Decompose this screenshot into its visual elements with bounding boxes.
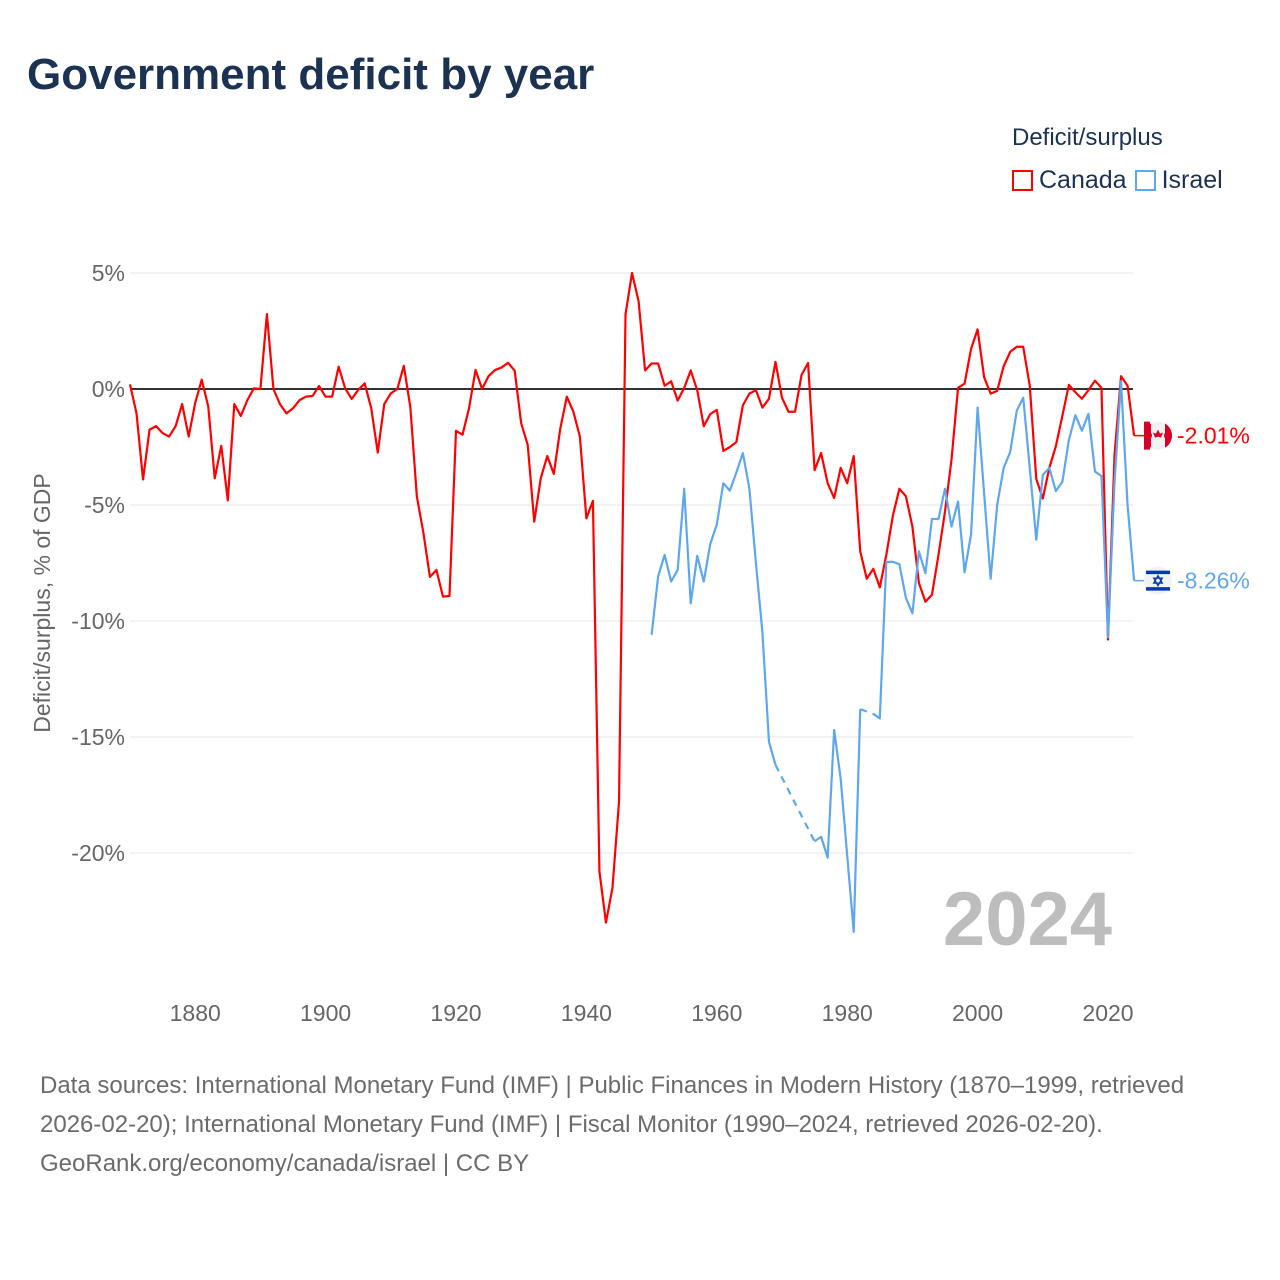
legend-label-israel: Israel (1161, 166, 1223, 194)
flag-band (1146, 570, 1170, 575)
flag-band (1144, 421, 1150, 450)
end-value-label-israel: -8.26% (1177, 568, 1250, 594)
star-of-david (1152, 577, 1164, 587)
x-tick-label: 1980 (822, 1000, 873, 1026)
end-value-label-canada: -2.01% (1177, 423, 1250, 449)
legend-title: Deficit/surplus (1012, 124, 1163, 151)
canada-flag-icon (1144, 421, 1172, 450)
legend: Canada Israel (1012, 166, 1231, 195)
legend-item-israel[interactable]: Israel (1134, 166, 1223, 195)
series-line-canada (128, 271, 1136, 924)
flag-band (1146, 587, 1170, 591)
end-labels: -2.01% -8.26% (1134, 421, 1250, 595)
series-gap-israel (859, 708, 874, 715)
y-tick-label: -5% (84, 492, 125, 518)
y-axis-ticks: 5% 0% -5% -10% -15% -20% (71, 260, 125, 866)
grid-lines (130, 272, 1133, 854)
series-lines (128, 271, 1136, 933)
legend-swatch-canada (1012, 170, 1033, 191)
y-tick-label: 0% (92, 376, 125, 402)
y-tick-label: -20% (71, 840, 125, 866)
y-axis-label: Deficit/surplus, % of GDP (29, 473, 55, 732)
x-tick-label: 1900 (300, 1000, 351, 1026)
footer: Data sources: International Monetary Fun… (40, 1066, 1240, 1183)
current-year-watermark: 2024 (943, 877, 1112, 962)
legend-item-canada[interactable]: Canada (1012, 166, 1127, 195)
flag-band (1164, 431, 1172, 440)
series-line-israel (872, 380, 1136, 720)
y-tick-label: -10% (71, 608, 125, 634)
data-sources: Data sources: International Monetary Fun… (40, 1072, 1185, 1138)
y-tick-label: -15% (71, 724, 125, 750)
series-gap-israel (774, 764, 816, 842)
credit-link[interactable]: GeoRank.org/economy/canada/israel | CC B… (40, 1150, 530, 1177)
series-line-israel (813, 709, 862, 933)
chart-title: Government deficit by year (27, 50, 595, 99)
x-tick-label: 1880 (170, 1000, 221, 1026)
series-line-israel (650, 451, 777, 766)
y-tick-label: 5% (92, 260, 125, 286)
x-tick-label: 1960 (691, 1000, 742, 1026)
x-tick-label: 2020 (1082, 1000, 1133, 1026)
x-tick-label: 2000 (952, 1000, 1003, 1026)
legend-label-canada: Canada (1039, 166, 1127, 194)
legend-swatch-israel (1134, 170, 1156, 191)
maple-leaf (1153, 429, 1163, 438)
star-of-david (1152, 574, 1164, 584)
israel-flag-icon (1144, 566, 1172, 595)
x-axis-ticks: 1880 1900 1920 1940 1960 1980 2000 2020 (170, 1000, 1134, 1026)
x-tick-label: 1940 (561, 1000, 612, 1026)
x-tick-label: 1920 (430, 1000, 481, 1026)
